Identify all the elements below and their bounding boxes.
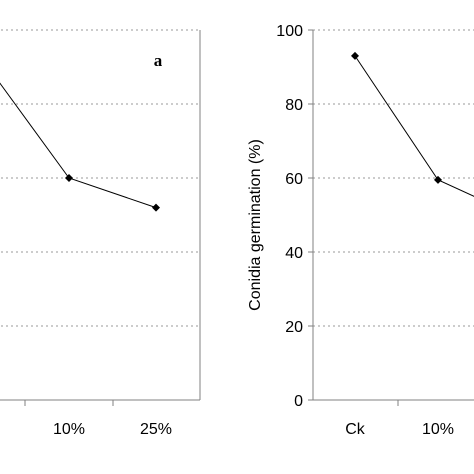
panel-2-y-tick-label: 100 [276,23,303,40]
panel-1-data-point [65,174,73,182]
panel-1-x-tick-label: 25% [140,421,172,438]
panel-2-series-line [354,55,474,197]
panel-1-x-tick-label: 10% [53,421,85,438]
panel-2-y-tick-label: 40 [285,245,303,262]
panel-2-y-tick-label: 80 [285,97,303,114]
panel-1-series-line [0,82,157,209]
panel-2-y-tick-label: 60 [285,171,303,188]
panel-2-y-axis-title: Conidia germination (%) [247,139,264,311]
panel-1-data-point [152,203,160,212]
panel-1-panel-letter: a [154,51,163,70]
panel-2-data-point [351,51,359,60]
panel-2-data-point [434,175,442,184]
panel-2-y-tick-label: 20 [285,319,303,336]
panel-2-x-tick-label: 10% [422,421,454,438]
panel-2-y-tick-label: 0 [294,393,303,410]
panel-2-x-tick-label: Ck [345,421,366,438]
